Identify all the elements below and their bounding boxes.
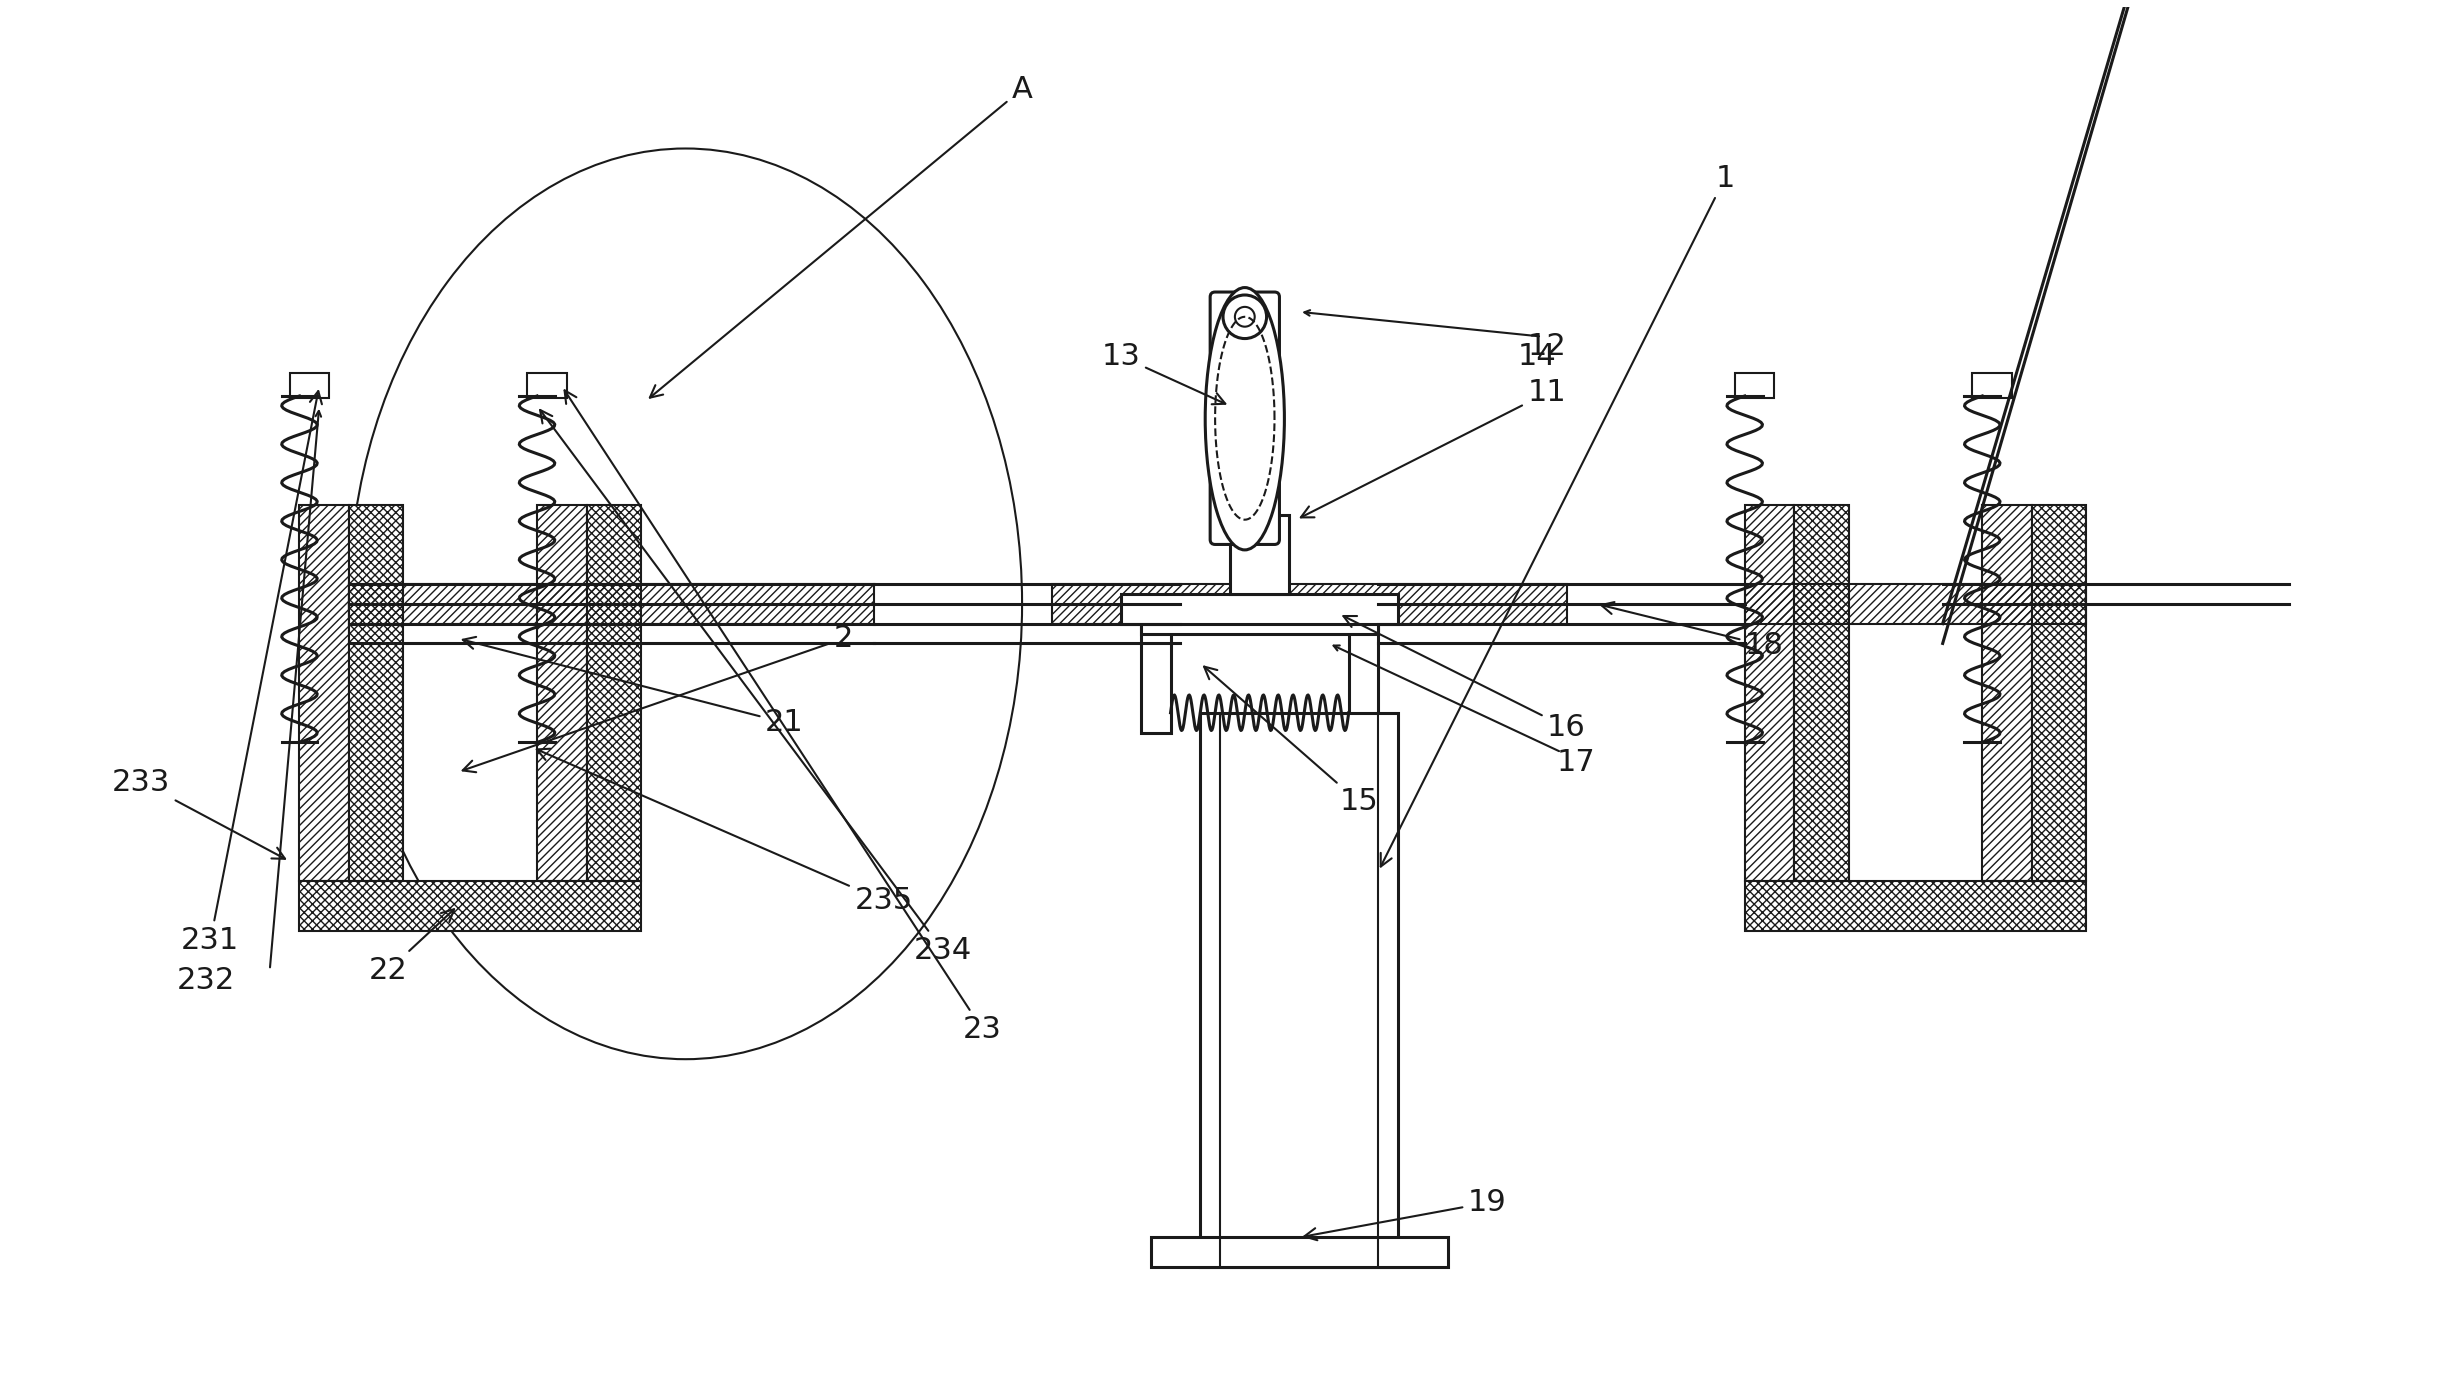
Bar	[1745, 505, 1794, 881]
Circle shape	[1223, 498, 1267, 541]
Text: 231: 231	[181, 391, 321, 954]
Circle shape	[1223, 295, 1267, 339]
Bar	[299, 881, 642, 931]
Text: 234: 234	[539, 411, 973, 965]
Bar	[1230, 515, 1289, 595]
Bar	[1152, 1237, 1449, 1267]
Bar	[1745, 881, 2086, 931]
FancyBboxPatch shape	[1211, 292, 1279, 545]
Bar	[348, 584, 873, 623]
Text: 18: 18	[1601, 603, 1784, 660]
Bar	[1348, 614, 1377, 733]
Text: 1: 1	[1380, 163, 1735, 866]
Bar	[1745, 584, 2086, 623]
Text: 13: 13	[1100, 342, 1226, 404]
Text: 19: 19	[1304, 1188, 1507, 1240]
Bar	[289, 373, 328, 398]
Bar	[586, 505, 642, 881]
Circle shape	[1235, 509, 1255, 530]
Ellipse shape	[1206, 287, 1284, 551]
Text: 22: 22	[370, 909, 453, 984]
Bar	[1140, 614, 1377, 633]
Bar	[1983, 505, 2032, 881]
Text: 21: 21	[463, 637, 804, 737]
Text: 15: 15	[1203, 667, 1377, 817]
Bar	[1973, 373, 2012, 398]
Bar	[1201, 713, 1397, 1267]
Text: A: A	[650, 74, 1032, 398]
Bar	[537, 505, 586, 881]
Bar	[1120, 595, 1397, 623]
Text: 12: 12	[1527, 332, 1566, 361]
Text: 23: 23	[564, 390, 1002, 1043]
Text: 232: 232	[176, 965, 235, 994]
Text: 17: 17	[1556, 748, 1596, 777]
Text: 2: 2	[463, 623, 853, 772]
Text: 11: 11	[1301, 379, 1566, 518]
Text: 14: 14	[1517, 342, 1556, 371]
Bar	[299, 505, 348, 881]
Bar	[527, 373, 566, 398]
Bar	[2032, 505, 2086, 881]
Bar	[348, 505, 404, 881]
Bar	[1140, 614, 1172, 733]
Bar	[1051, 584, 1566, 623]
Text: 235: 235	[537, 748, 912, 916]
Bar	[1794, 505, 1848, 881]
Bar	[1735, 373, 1775, 398]
Text: 16: 16	[1343, 616, 1586, 741]
Circle shape	[1235, 308, 1255, 327]
Text: 233: 233	[113, 768, 284, 858]
